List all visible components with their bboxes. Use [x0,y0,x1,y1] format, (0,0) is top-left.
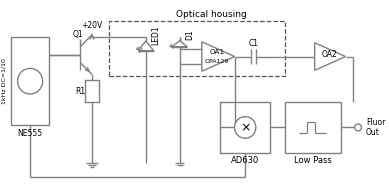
Text: OA1: OA1 [210,49,225,55]
Text: 1kHz DC=1/10: 1kHz DC=1/10 [2,58,7,104]
Text: ×: × [240,121,251,134]
Text: Optical housing: Optical housing [176,10,247,19]
Circle shape [355,124,361,131]
Circle shape [235,117,256,138]
Bar [285,102,341,153]
Bar [220,102,270,153]
Text: +20V: +20V [81,21,102,29]
Text: Low Pass: Low Pass [294,156,331,165]
Bar [85,80,98,102]
Text: R1: R1 [75,86,85,95]
Text: LED1: LED1 [151,25,160,45]
Text: Q1: Q1 [73,30,83,39]
Text: Out: Out [366,128,380,137]
Bar [109,21,285,76]
Circle shape [18,68,43,94]
Polygon shape [172,41,187,47]
Polygon shape [315,43,345,70]
Text: D1: D1 [185,30,194,40]
Text: C1: C1 [249,39,259,48]
Polygon shape [202,42,235,71]
Text: AD630: AD630 [231,156,259,165]
Text: NE555: NE555 [18,129,43,138]
Text: Fluor: Fluor [366,118,385,127]
Text: OPA129: OPA129 [205,59,230,64]
Bar [11,37,49,125]
Polygon shape [138,41,154,51]
Text: OA2: OA2 [321,50,337,59]
